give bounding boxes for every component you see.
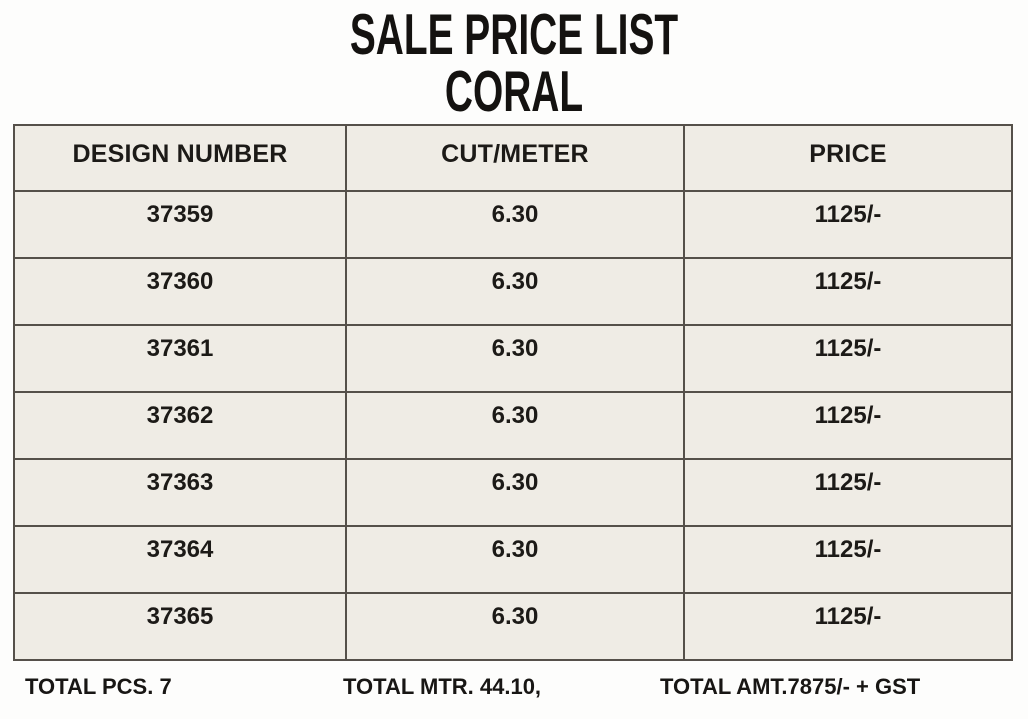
column-header-design-number: DESIGN NUMBER <box>13 124 347 192</box>
price-cell: 1125/- <box>683 458 1013 527</box>
design-number-cell: 37361 <box>13 324 347 393</box>
design-number-cell: 37362 <box>13 391 347 460</box>
price-cell: 1125/- <box>683 190 1013 259</box>
price-cell: 1125/- <box>683 257 1013 326</box>
table-row: 37361 6.30 1125/- <box>13 324 1013 393</box>
column-header-price: PRICE <box>683 124 1013 192</box>
price-table: DESIGN NUMBER CUT/METER PRICE 37359 6.30… <box>13 124 1013 661</box>
table-row: 37360 6.30 1125/- <box>13 257 1013 326</box>
cut-meter-cell: 6.30 <box>345 458 685 527</box>
total-amount: TOTAL AMT.7875/- + GST <box>660 674 921 699</box>
table-row: 37364 6.30 1125/- <box>13 525 1013 594</box>
price-cell: 1125/- <box>683 525 1013 594</box>
design-number-cell: 37359 <box>13 190 347 259</box>
cut-meter-cell: 6.30 <box>345 525 685 594</box>
cut-meter-cell: 6.30 <box>345 190 685 259</box>
cut-meter-cell: 6.30 <box>345 391 685 460</box>
header-row: DESIGN NUMBER CUT/METER PRICE <box>13 124 1013 192</box>
price-cell: 1125/- <box>683 391 1013 460</box>
design-number-cell: 37364 <box>13 525 347 594</box>
page-title: SALE PRICE LIST <box>349 3 679 67</box>
price-cell: 1125/- <box>683 324 1013 393</box>
design-number-cell: 37360 <box>13 257 347 326</box>
price-table-body: 37359 6.30 1125/- 37360 6.30 1125/- 3736… <box>13 190 1013 661</box>
page-subtitle: CORAL <box>444 60 584 124</box>
table-row: 37365 6.30 1125/- <box>13 592 1013 661</box>
column-header-cut-meter: CUT/METER <box>345 124 685 192</box>
price-cell: 1125/- <box>683 592 1013 661</box>
design-number-cell: 37365 <box>13 592 347 661</box>
cut-meter-cell: 6.30 <box>345 592 685 661</box>
table-row: 37362 6.30 1125/- <box>13 391 1013 460</box>
title-block: SALE PRICE LIST CORAL <box>0 0 1028 124</box>
price-table-header: DESIGN NUMBER CUT/METER PRICE <box>13 124 1013 192</box>
total-meters: TOTAL MTR. 44.10, <box>343 674 542 699</box>
design-number-cell: 37363 <box>13 458 347 527</box>
table-row: 37359 6.30 1125/- <box>13 190 1013 259</box>
table-row: 37363 6.30 1125/- <box>13 458 1013 527</box>
totals-row: TOTAL PCS. 7 TOTAL MTR. 44.10, TOTAL AMT… <box>0 672 1028 706</box>
cut-meter-cell: 6.30 <box>345 324 685 393</box>
total-pieces: TOTAL PCS. 7 <box>25 674 172 699</box>
cut-meter-cell: 6.30 <box>345 257 685 326</box>
